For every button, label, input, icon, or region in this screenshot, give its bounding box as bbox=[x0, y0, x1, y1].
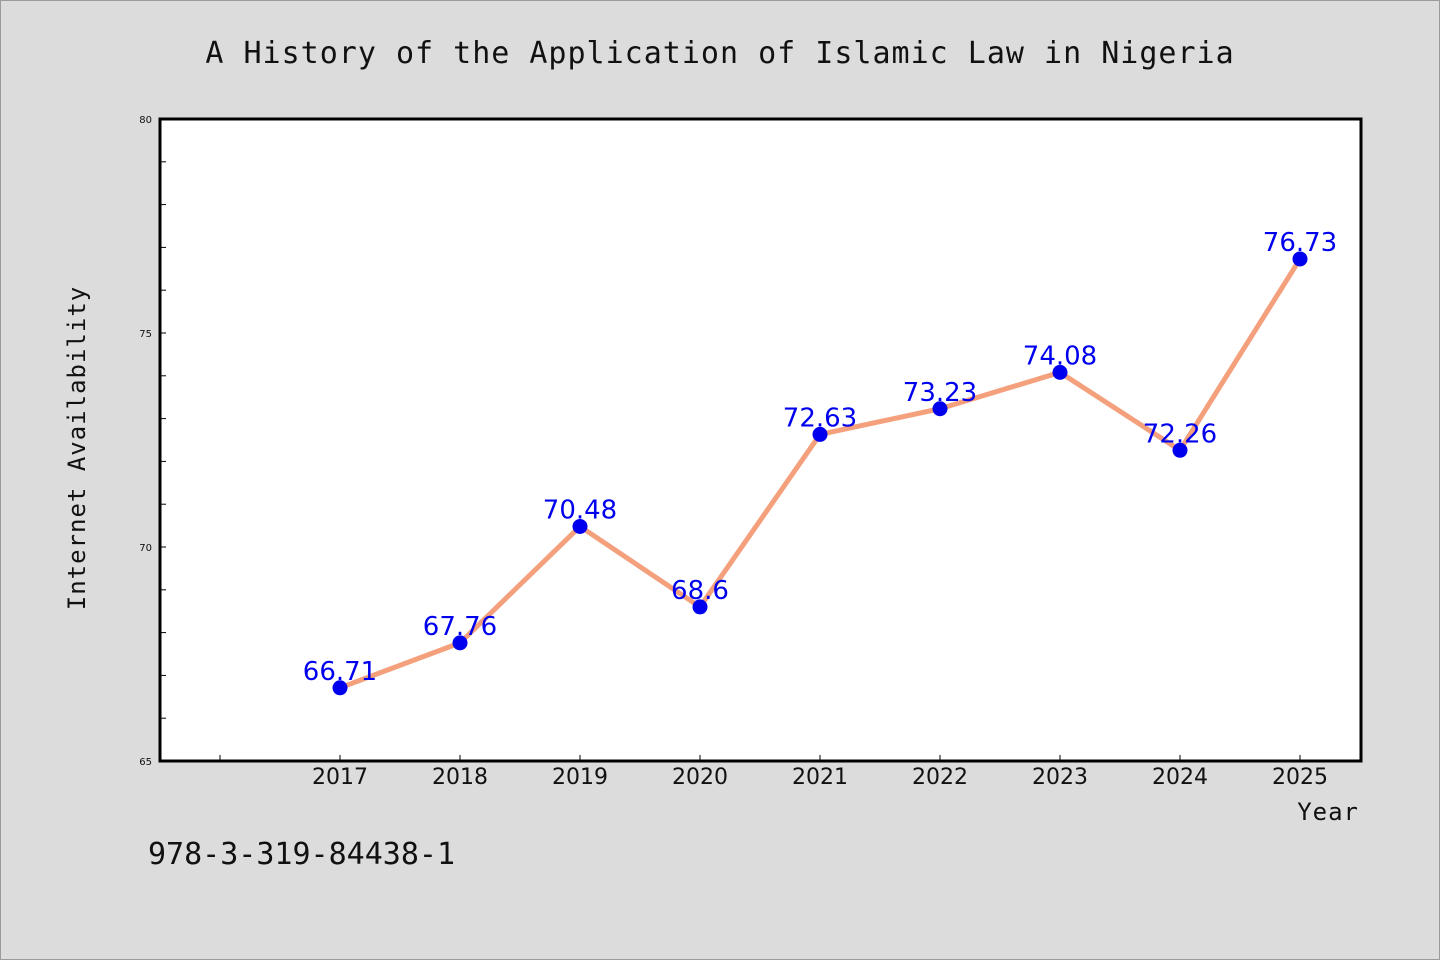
x-axis: 2017 2018 2019 2020 2021 2022 2023 2024 2025 bbox=[219, 755, 1328, 790]
x-tick-label: 2018 bbox=[432, 765, 488, 790]
data-point bbox=[572, 518, 588, 534]
x-tick-label: 2019 bbox=[552, 765, 608, 790]
data-point bbox=[692, 599, 708, 615]
data-label: 70.48 bbox=[543, 495, 617, 525]
data-point bbox=[1052, 364, 1068, 380]
data-labels: 66.71 67.76 70.48 68.6 72.63 73.23 74.08 72.26 7… bbox=[303, 228, 1337, 687]
isbn-text: 978-3-319-84438-1 bbox=[148, 837, 455, 872]
data-point bbox=[1172, 442, 1188, 458]
x-axis-title: Year bbox=[1297, 798, 1359, 826]
y-tick-label: 80 bbox=[139, 115, 152, 126]
y-tick-label: 70 bbox=[139, 543, 152, 554]
data-point bbox=[932, 401, 948, 417]
y-axis: 65 70 75 80 bbox=[139, 115, 166, 768]
x-tick-label: 2024 bbox=[1152, 765, 1208, 790]
x-tick-label: 2020 bbox=[672, 765, 728, 790]
data-point bbox=[332, 680, 348, 696]
data-markers bbox=[332, 251, 1308, 696]
data-label: 73.23 bbox=[903, 378, 977, 408]
y-tick-label: 65 bbox=[139, 757, 152, 768]
data-label: 72.63 bbox=[783, 403, 857, 433]
data-label: 74.08 bbox=[1023, 341, 1097, 371]
data-point bbox=[452, 635, 468, 651]
x-tick-label: 2023 bbox=[1032, 765, 1088, 790]
x-tick-label: 2021 bbox=[792, 765, 848, 790]
data-label: 68.6 bbox=[671, 576, 729, 606]
y-axis-title: Internet Availability bbox=[63, 286, 91, 610]
y-tick-label: 75 bbox=[139, 329, 152, 340]
data-label: 67.76 bbox=[423, 612, 497, 642]
data-label: 66.71 bbox=[303, 657, 377, 687]
data-point bbox=[812, 426, 828, 442]
x-tick-label: 2017 bbox=[312, 765, 368, 790]
chart-title: A History of the Application of Islamic … bbox=[205, 36, 1234, 71]
data-point bbox=[1292, 251, 1308, 267]
x-tick-label: 2025 bbox=[1272, 765, 1328, 790]
data-label: 76.73 bbox=[1263, 228, 1337, 258]
data-label: 72.26 bbox=[1143, 419, 1217, 449]
x-tick-label: 2022 bbox=[912, 765, 968, 790]
